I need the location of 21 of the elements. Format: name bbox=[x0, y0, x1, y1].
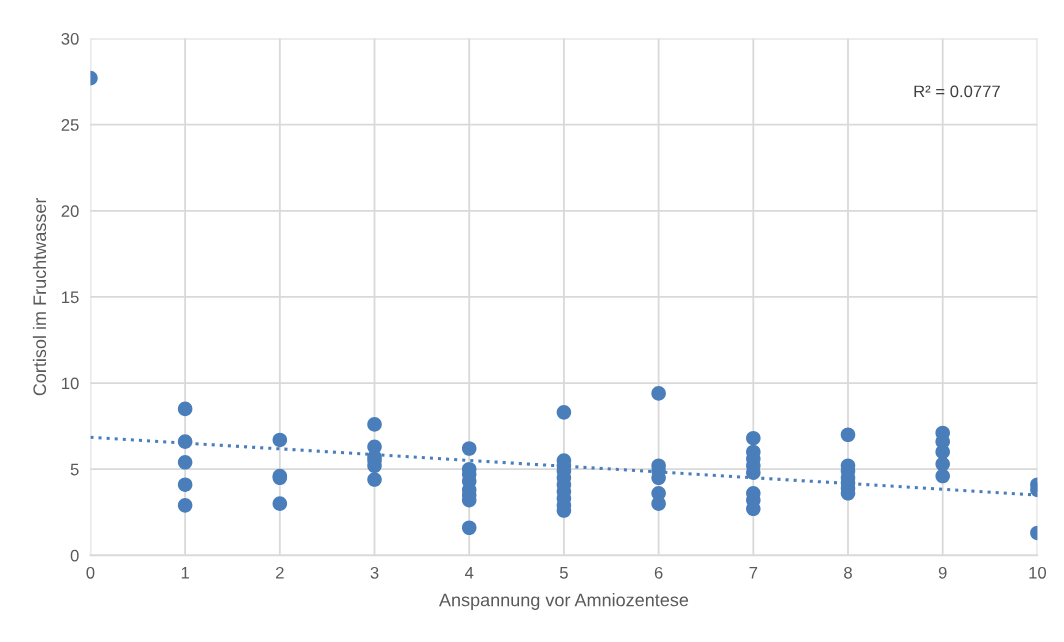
x-tick-label: 4 bbox=[464, 567, 474, 579]
y-tick-label: 30 bbox=[61, 32, 79, 45]
x-tick-label: 5 bbox=[559, 567, 568, 579]
x-tick-label: 10 bbox=[1029, 566, 1047, 579]
y-tick-label: 15 bbox=[62, 291, 79, 304]
y-tick-label: 5 bbox=[70, 463, 79, 476]
x-tick-label: 8 bbox=[844, 566, 852, 579]
x-tick-label: 3 bbox=[370, 566, 379, 579]
x-tick-label: 9 bbox=[938, 566, 947, 579]
x-tick-label: 0 bbox=[86, 566, 95, 579]
x-tick-label: 2 bbox=[276, 566, 284, 579]
y-tick-label: 25 bbox=[61, 119, 79, 131]
y-tick-label: 20 bbox=[61, 205, 79, 217]
y-axis-title: Cortisol im Fruchtwasser bbox=[32, 197, 47, 396]
x-tick-label: 6 bbox=[654, 566, 663, 579]
y-tick-label: 10 bbox=[62, 377, 79, 390]
x-tick-label: 1 bbox=[181, 567, 189, 579]
x-axis-title: Anspannung vor Amniozentese bbox=[438, 593, 689, 610]
x-tick-label: 7 bbox=[749, 567, 758, 579]
annotation: R² = 0.0777 bbox=[914, 85, 1000, 98]
y-tick-label: 0 bbox=[70, 549, 79, 562]
